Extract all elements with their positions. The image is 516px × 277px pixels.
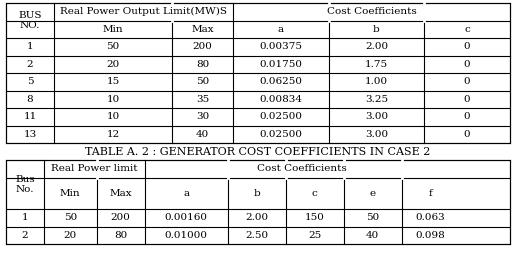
Text: 20: 20: [106, 60, 120, 69]
Text: 0.01000: 0.01000: [165, 231, 207, 240]
Text: a: a: [183, 189, 189, 198]
Text: 2.50: 2.50: [245, 231, 268, 240]
Text: Min: Min: [103, 25, 123, 34]
Text: 0.00375: 0.00375: [259, 42, 302, 51]
Text: 5: 5: [27, 77, 33, 86]
Text: Real Power limit: Real Power limit: [51, 164, 137, 173]
Text: 1.75: 1.75: [365, 60, 388, 69]
Text: 80: 80: [196, 60, 209, 69]
Text: 0: 0: [464, 95, 471, 104]
Text: 0: 0: [464, 42, 471, 51]
Text: 1: 1: [27, 42, 33, 51]
Text: Real Power Output Limit(MW)S: Real Power Output Limit(MW)S: [60, 7, 227, 16]
Text: 0.02500: 0.02500: [259, 112, 302, 121]
Text: 35: 35: [196, 95, 209, 104]
Text: 11: 11: [23, 112, 37, 121]
Text: 200: 200: [192, 42, 213, 51]
Text: 2: 2: [22, 231, 28, 240]
Text: 12: 12: [106, 130, 120, 139]
Text: Cost Coefficients: Cost Coefficients: [327, 7, 416, 16]
Text: 0: 0: [464, 77, 471, 86]
Text: 25: 25: [308, 231, 321, 240]
Text: 13: 13: [23, 130, 37, 139]
Text: TABLE A. 2 : GENERATOR COST COEFFICIENTS IN CASE 2: TABLE A. 2 : GENERATOR COST COEFFICIENTS…: [85, 147, 431, 157]
Bar: [6, 160, 510, 244]
Text: Max: Max: [109, 189, 132, 198]
Text: 50: 50: [366, 213, 379, 222]
Text: 10: 10: [106, 112, 120, 121]
Text: 1.00: 1.00: [365, 77, 388, 86]
Text: 0: 0: [464, 130, 471, 139]
Text: 150: 150: [305, 213, 325, 222]
Text: 0: 0: [464, 60, 471, 69]
Text: 10: 10: [106, 95, 120, 104]
Text: 40: 40: [196, 130, 209, 139]
Text: 0.02500: 0.02500: [259, 130, 302, 139]
Text: 2: 2: [27, 60, 33, 69]
Text: c: c: [464, 25, 470, 34]
Text: 1: 1: [22, 213, 28, 222]
Text: 0.00834: 0.00834: [259, 95, 302, 104]
Text: 50: 50: [106, 42, 120, 51]
Text: 3.00: 3.00: [365, 130, 388, 139]
Text: 40: 40: [366, 231, 379, 240]
Text: 80: 80: [114, 231, 127, 240]
Text: 15: 15: [106, 77, 120, 86]
Text: Min: Min: [60, 189, 80, 198]
Text: e: e: [369, 189, 376, 198]
Text: 2.00: 2.00: [245, 213, 268, 222]
Text: BUS
NO.: BUS NO.: [18, 11, 42, 30]
Bar: [6, 3, 510, 143]
Text: Cost Coefficients: Cost Coefficients: [257, 164, 347, 173]
Text: 0: 0: [464, 112, 471, 121]
Text: Max: Max: [191, 25, 214, 34]
Text: 50: 50: [196, 77, 209, 86]
Text: 0.063: 0.063: [416, 213, 445, 222]
Text: Bus
No.: Bus No.: [15, 175, 35, 194]
Text: 20: 20: [63, 231, 77, 240]
Text: a: a: [278, 25, 284, 34]
Text: b: b: [373, 25, 380, 34]
Text: b: b: [253, 189, 260, 198]
Text: 200: 200: [111, 213, 131, 222]
Text: c: c: [312, 189, 317, 198]
Text: 3.00: 3.00: [365, 112, 388, 121]
Text: 0.098: 0.098: [416, 231, 445, 240]
Text: f: f: [429, 189, 432, 198]
Text: 30: 30: [196, 112, 209, 121]
Text: 0.06250: 0.06250: [259, 77, 302, 86]
Text: 2.00: 2.00: [365, 42, 388, 51]
Text: 50: 50: [63, 213, 77, 222]
Text: 8: 8: [27, 95, 33, 104]
Text: 0.00160: 0.00160: [165, 213, 207, 222]
Text: 3.25: 3.25: [365, 95, 388, 104]
Text: 0.01750: 0.01750: [259, 60, 302, 69]
